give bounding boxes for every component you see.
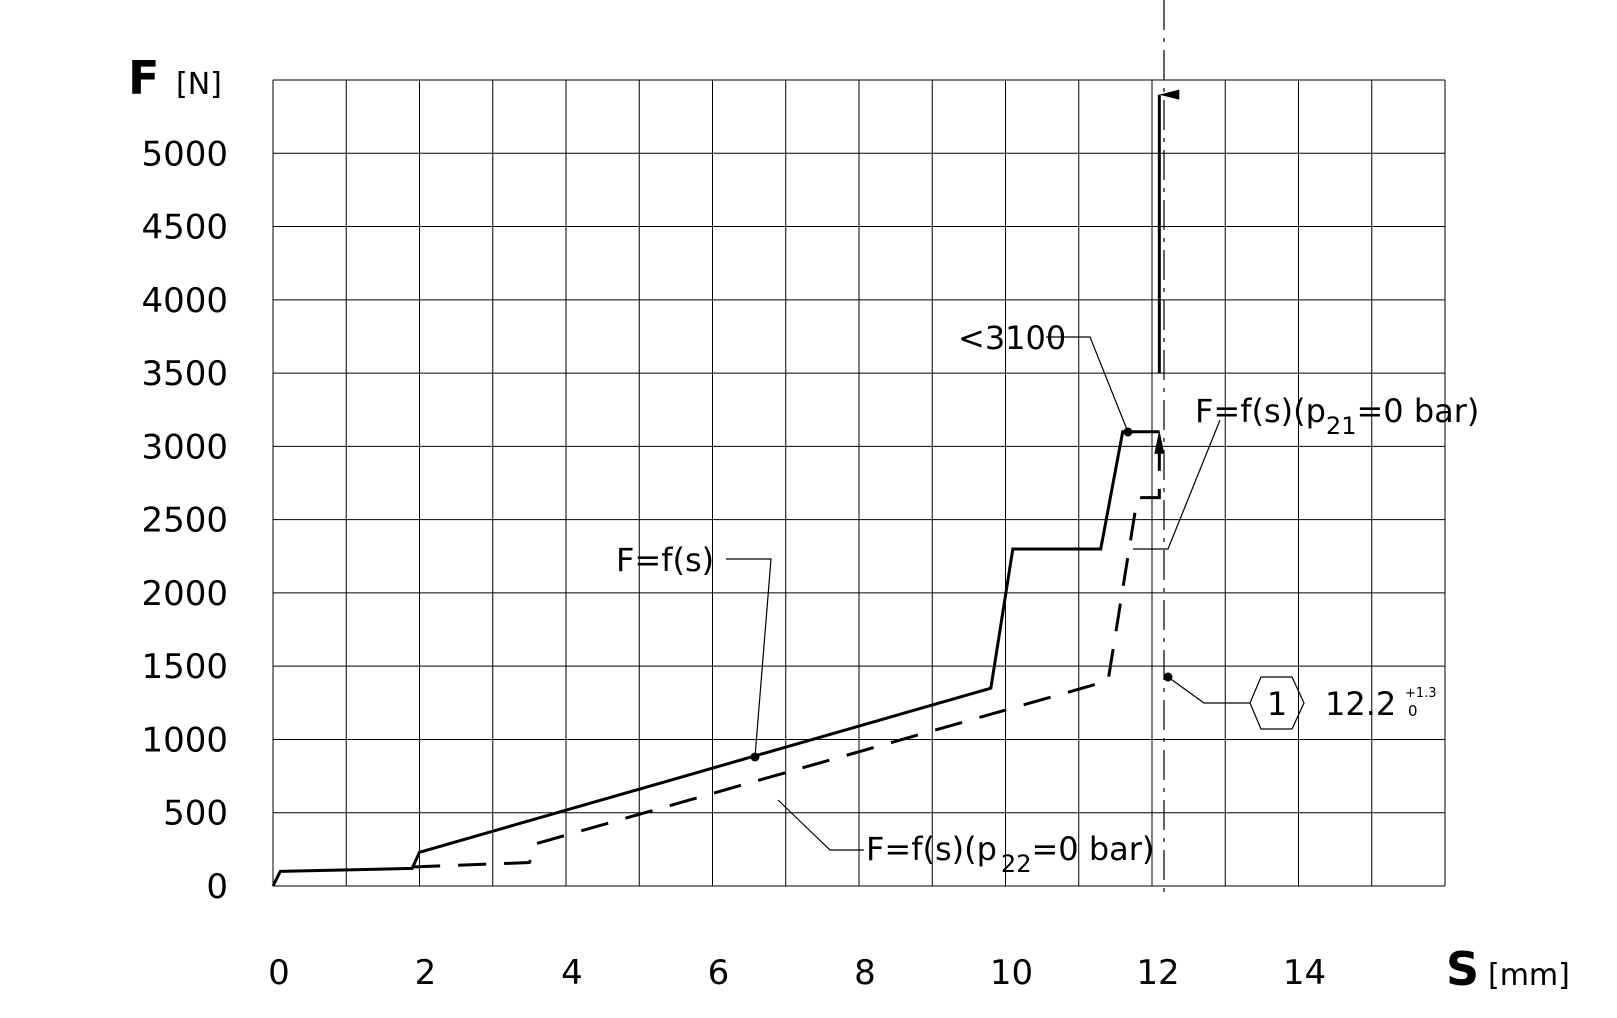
y-tick-labels: 0 500 1000 1500 2000 2500 3000 3500 4000 4500 5000 [141,134,228,907]
x-tick-label: 14 [1283,953,1326,993]
leader-p21 [1133,419,1221,550]
x-axis-unit: [mm] [1488,958,1570,993]
label-p22-tail: =0 bar) [1031,830,1154,868]
label-p21-sub: 21 [1326,412,1357,440]
label-p21-tail: =0 bar) [1356,392,1479,430]
x-tick-label: 8 [854,953,876,993]
x-tick-label: 12 [1136,953,1179,993]
x-tick-label: 6 [708,953,730,993]
y-tick-label: 500 [163,794,228,834]
dimension-value: 12.2 [1325,685,1396,723]
label-p22: F=f(s)(p 22=0 bar) [866,830,1154,878]
leader-3100 [1046,336,1129,433]
leader-dim [1167,676,1250,704]
label-p21-main: F=f(s)(p [1195,392,1326,430]
label-p22-main: F=f(s)(p [866,830,997,868]
tolerance-lower: 0 [1408,702,1418,720]
y-tick-label: 3500 [141,354,228,394]
leader-p22 [777,799,864,851]
series-layer [271,89,1180,887]
x-tick-label: 0 [268,953,290,993]
y-tick-label: 1500 [141,647,228,687]
y-tick-label: 5000 [141,134,228,174]
x-axis-name: S [1446,942,1479,996]
y-tick-label: 1000 [141,720,228,760]
hexagon-number: 1 [1267,685,1287,723]
dashed-arrowhead [1154,429,1165,454]
plot-grid [272,79,1446,887]
leader-lines [726,336,1250,851]
y-tick-label: 3000 [141,427,228,467]
tolerance-upper: +1.3 [1405,686,1437,701]
y-tick-label: 2000 [141,574,228,614]
hexagon-marker [1249,676,1305,730]
y-axis-name: F [128,51,159,105]
y-axis-unit: [N] [176,67,222,102]
label-ffs: F=f(s) [616,541,714,579]
x-tick-labels: 0 2 4 6 8 10 12 14 [268,953,1326,993]
y-tick-label: 0 [206,867,228,907]
point-dim [1163,672,1173,682]
x-tick-label: 2 [415,953,437,993]
label-p22-sub: 22 [1001,850,1032,878]
label-p21: F=f(s)(p21=0 bar) [1195,392,1479,440]
y-tick-label: 4000 [141,281,228,321]
series-line-solid [271,430,1160,887]
label-3100: <3100 [958,319,1066,357]
leader-ffs [726,558,772,758]
point-3100 [1123,427,1133,437]
series-line-dashed [412,431,1161,869]
y-tick-label: 2500 [141,501,228,541]
point-ffs [750,752,760,762]
x-tick-label: 10 [990,953,1033,993]
x-tick-label: 4 [561,953,583,993]
y-tick-label: 4500 [141,208,228,248]
